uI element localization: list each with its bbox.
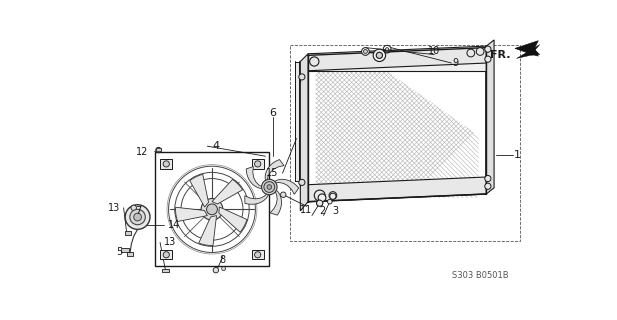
Text: 1: 1 bbox=[514, 150, 521, 160]
Polygon shape bbox=[176, 207, 207, 221]
Circle shape bbox=[310, 57, 319, 66]
Circle shape bbox=[262, 179, 277, 195]
Text: 10: 10 bbox=[428, 46, 441, 56]
Circle shape bbox=[373, 49, 386, 61]
Bar bbox=[155, 152, 270, 266]
Circle shape bbox=[207, 204, 217, 215]
Polygon shape bbox=[219, 207, 247, 232]
Circle shape bbox=[329, 193, 336, 199]
Circle shape bbox=[485, 46, 491, 52]
Polygon shape bbox=[199, 216, 217, 245]
Circle shape bbox=[130, 209, 146, 225]
Circle shape bbox=[125, 205, 150, 229]
Polygon shape bbox=[212, 180, 242, 204]
Text: 15: 15 bbox=[265, 168, 278, 178]
Text: 12: 12 bbox=[136, 147, 149, 156]
Bar bbox=[126, 252, 133, 256]
Circle shape bbox=[222, 267, 226, 270]
Circle shape bbox=[386, 48, 389, 51]
Bar bbox=[160, 250, 172, 260]
Bar bbox=[252, 250, 264, 260]
Text: 8: 8 bbox=[220, 255, 226, 265]
Text: 2: 2 bbox=[320, 206, 326, 216]
Circle shape bbox=[267, 185, 271, 189]
Circle shape bbox=[163, 252, 169, 258]
Circle shape bbox=[485, 183, 491, 189]
Text: 14: 14 bbox=[168, 220, 180, 230]
Bar bbox=[290, 44, 520, 241]
Text: 13: 13 bbox=[107, 203, 120, 213]
Text: 9: 9 bbox=[452, 58, 458, 68]
Text: 5: 5 bbox=[117, 247, 123, 258]
Text: 13: 13 bbox=[164, 237, 176, 247]
Polygon shape bbox=[190, 174, 209, 207]
Circle shape bbox=[163, 161, 169, 167]
Bar bbox=[160, 159, 172, 169]
Polygon shape bbox=[308, 177, 486, 202]
Bar bbox=[162, 268, 168, 273]
Polygon shape bbox=[308, 46, 486, 71]
Bar bbox=[252, 159, 264, 169]
Polygon shape bbox=[274, 179, 299, 194]
Circle shape bbox=[299, 74, 305, 80]
Bar bbox=[125, 231, 131, 235]
Circle shape bbox=[155, 147, 161, 153]
Bar bbox=[308, 54, 486, 71]
Text: 4: 4 bbox=[212, 141, 219, 151]
Bar bbox=[122, 248, 129, 252]
Circle shape bbox=[314, 190, 325, 201]
Circle shape bbox=[131, 205, 136, 211]
Text: FR.: FR. bbox=[490, 50, 510, 60]
Circle shape bbox=[318, 194, 326, 202]
Text: 7: 7 bbox=[135, 206, 141, 216]
Circle shape bbox=[201, 198, 223, 220]
Polygon shape bbox=[370, 59, 479, 136]
Polygon shape bbox=[300, 54, 308, 211]
Circle shape bbox=[485, 175, 491, 182]
Circle shape bbox=[317, 200, 323, 206]
Polygon shape bbox=[245, 194, 269, 204]
Circle shape bbox=[376, 52, 383, 59]
Circle shape bbox=[363, 50, 367, 53]
Text: 11: 11 bbox=[300, 205, 313, 215]
Polygon shape bbox=[516, 44, 540, 59]
Bar bbox=[156, 148, 161, 151]
Text: S303 B0501B: S303 B0501B bbox=[452, 271, 508, 280]
Circle shape bbox=[329, 192, 337, 199]
Circle shape bbox=[134, 213, 141, 221]
Circle shape bbox=[467, 49, 474, 57]
Circle shape bbox=[317, 200, 323, 206]
Circle shape bbox=[213, 268, 218, 273]
Text: 3: 3 bbox=[332, 206, 338, 216]
Polygon shape bbox=[486, 40, 494, 194]
Polygon shape bbox=[515, 41, 538, 56]
Circle shape bbox=[328, 199, 332, 204]
Bar bbox=[295, 61, 299, 181]
Polygon shape bbox=[265, 160, 284, 181]
Polygon shape bbox=[246, 166, 263, 188]
Circle shape bbox=[255, 252, 261, 258]
Circle shape bbox=[255, 161, 261, 167]
Circle shape bbox=[299, 179, 305, 186]
Circle shape bbox=[476, 48, 484, 55]
Circle shape bbox=[485, 56, 491, 62]
Polygon shape bbox=[270, 190, 281, 215]
Circle shape bbox=[362, 48, 370, 55]
Circle shape bbox=[281, 192, 286, 197]
Circle shape bbox=[264, 182, 275, 192]
Text: 6: 6 bbox=[270, 108, 276, 118]
